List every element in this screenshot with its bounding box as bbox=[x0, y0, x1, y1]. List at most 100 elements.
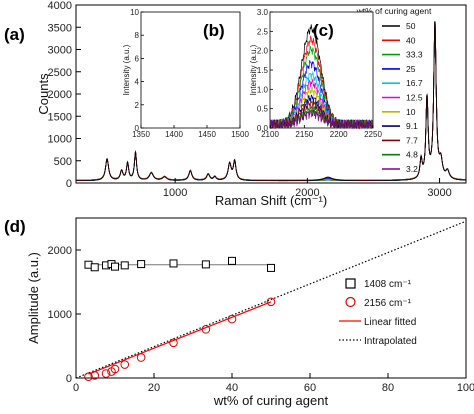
panel-b-frame bbox=[140, 11, 241, 129]
b-xtick-label: 1350 bbox=[132, 130, 150, 139]
d-point-2156 bbox=[120, 360, 130, 369]
a-ytick-label: 3000 bbox=[48, 45, 72, 57]
panel-d-ylabel: Amplitude (a.u.) bbox=[26, 252, 41, 344]
panel-c-inset: 2100 2150 2200 2250 0.0 0.5 1.0 1.5 2.0 2.5 3.0 (c… bbox=[249, 8, 382, 139]
a-ytick-label: 2000 bbox=[48, 89, 72, 101]
legend-circle-marker-icon bbox=[345, 296, 356, 308]
c-xtick-label: 2150 bbox=[295, 130, 313, 139]
d-xtick-label: 20 bbox=[148, 382, 160, 394]
a-legend-entry: 16.7 bbox=[406, 78, 423, 88]
a-legend-entry: 3.2 bbox=[406, 164, 418, 174]
panel-a: 1000 2000 30000500100015002000250030003500… bbox=[4, 0, 467, 208]
b-ytick-label: 0 bbox=[135, 124, 140, 133]
a-legend-entry: 10 bbox=[406, 107, 416, 117]
legend-entry-linear-fitted: Linear fitted bbox=[364, 317, 416, 328]
panel-a-traces bbox=[76, 21, 467, 182]
a-ytick-label: 2500 bbox=[48, 67, 72, 79]
d-xtick-label: 0 bbox=[73, 382, 79, 394]
d-point-1408 bbox=[90, 263, 99, 272]
legend-entry-2156: 2156 cm⁻¹ bbox=[364, 298, 412, 309]
d-point-2156 bbox=[227, 314, 237, 324]
a-legend-entry: 40 bbox=[406, 35, 416, 45]
d-point-1408 bbox=[137, 260, 146, 269]
d-xtick-label: 80 bbox=[382, 382, 394, 394]
d-xtick-label: 40 bbox=[226, 382, 238, 394]
panel-d-frame bbox=[75, 217, 467, 379]
d-point-1408 bbox=[169, 259, 178, 268]
c-xtick-label: 2250 bbox=[364, 130, 382, 139]
a-legend-entry: 7.7 bbox=[406, 135, 418, 145]
b-ytick-label: 6 bbox=[135, 54, 140, 63]
c-xtick-label: 2100 bbox=[261, 130, 279, 139]
b-xtick-label: 1500 bbox=[231, 130, 249, 139]
d-ytick-label: 0 bbox=[66, 373, 72, 385]
d-linear-fit-line bbox=[88, 301, 272, 375]
b-ytick-label: 10 bbox=[130, 8, 139, 17]
a-ytick-label: 3500 bbox=[48, 22, 72, 34]
d-xtick-label: 60 bbox=[304, 382, 316, 394]
panel-d-xlabel: wt% of curing agent bbox=[213, 393, 329, 408]
panel-a-xlabel: Raman Shift (cm⁻¹) bbox=[215, 193, 327, 208]
panel-a-ticks: 1000 2000 30000500100015002000250030003500… bbox=[48, 0, 452, 199]
c-ytick-label: 0.5 bbox=[257, 105, 269, 114]
b-ytick-label: 4 bbox=[135, 78, 140, 87]
a-xtick-label: 2000 bbox=[295, 187, 319, 199]
d-point-2156 bbox=[110, 364, 120, 374]
panel-a-legend: wt% of curing agent 50 40 33.3 25 16.7 12.5 10… bbox=[356, 6, 432, 174]
d-point-2156 bbox=[101, 369, 111, 378]
panel-c-label: (c) bbox=[313, 21, 334, 40]
panel-d-points bbox=[84, 256, 276, 382]
d-point-1408 bbox=[120, 261, 129, 270]
c-ytick-label: 3.0 bbox=[257, 8, 269, 17]
a-ytick-label: 1500 bbox=[48, 111, 72, 123]
c-xtick-label: 2200 bbox=[330, 130, 348, 139]
d-point-2156 bbox=[266, 297, 276, 307]
c-ytick-label: 1.0 bbox=[257, 85, 269, 94]
panel-a-legend-title: wt% of curing agent bbox=[356, 6, 432, 16]
c-ytick-label: 2.0 bbox=[257, 47, 269, 56]
a-ytick-label: 4000 bbox=[48, 0, 72, 12]
c-series-3.2 bbox=[269, 109, 374, 130]
panel-a-label: (a) bbox=[4, 25, 25, 44]
d-xtick-label: 100 bbox=[457, 382, 474, 394]
panel-d-legend: 1408 cm⁻¹ 2156 cm⁻¹ Linear fitted Intrap… bbox=[339, 278, 417, 347]
d-intrapolated-line bbox=[75, 220, 467, 379]
a-legend-entry: 50 bbox=[406, 21, 416, 31]
b-ytick-label: 8 bbox=[135, 31, 140, 40]
panel-c-traces bbox=[269, 24, 374, 130]
a-legend-entry: 12.5 bbox=[406, 93, 423, 103]
a-xtick-label: 1000 bbox=[163, 187, 187, 199]
a-ytick-label: 500 bbox=[54, 156, 72, 168]
panel-b-ylabel: Intensity (a.u.) bbox=[122, 44, 131, 95]
a-legend-entry: 33.3 bbox=[406, 50, 423, 60]
d-point-2156 bbox=[169, 338, 178, 348]
legend-entry-intrapolated: Intrapolated bbox=[364, 336, 417, 347]
panel-c-ylabel: Intensity (a.u.) bbox=[249, 44, 258, 95]
d-point-1408 bbox=[111, 262, 119, 271]
d-ytick-label: 1000 bbox=[48, 309, 72, 321]
d-point-1408 bbox=[228, 256, 236, 265]
a-series-50 bbox=[76, 21, 466, 181]
a-legend-entry: 4.8 bbox=[406, 150, 418, 160]
panel-b-inset: 1350 1400 1450 1500 0 2 4 6 8 10 (b) Intensity (a… bbox=[122, 8, 249, 139]
panel-b-ticks: 1350 1400 1450 1500 0 2 4 6 8 10 bbox=[130, 8, 249, 139]
a-ytick-label: 1000 bbox=[48, 134, 72, 146]
legend-entry-1408: 1408 cm⁻¹ bbox=[364, 279, 412, 290]
a-ytick-label: 0 bbox=[66, 178, 72, 190]
panel-a-ylabel: Counts bbox=[36, 73, 51, 115]
legend-square-marker-icon bbox=[345, 278, 356, 289]
d-ytick-label: 2000 bbox=[48, 245, 72, 257]
b-xtick-label: 1450 bbox=[198, 130, 216, 139]
a-xtick-label: 3000 bbox=[427, 187, 451, 199]
d-point-1408 bbox=[267, 263, 275, 272]
d-point-2156 bbox=[84, 372, 93, 382]
panel-c-ticks: 2100 2150 2200 2250 0.0 0.5 1.0 1.5 2.0 2.5 3.0 bbox=[257, 8, 383, 139]
panel-b-label: (b) bbox=[203, 21, 225, 40]
d-point-1408 bbox=[201, 260, 210, 269]
a-legend-entry: 25 bbox=[406, 64, 416, 74]
a-legend-entry: 9.1 bbox=[406, 121, 418, 131]
